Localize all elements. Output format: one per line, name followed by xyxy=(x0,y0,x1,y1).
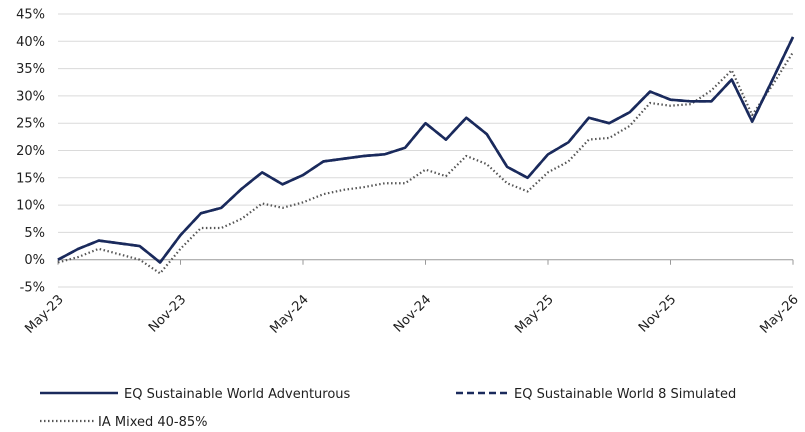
legend-label-simulated: EQ Sustainable World 8 Simulated xyxy=(514,387,736,402)
y-tick-label: 5% xyxy=(24,226,45,241)
y-axis: -5% 0% 5% 10% 15% 20% 25% 30% 35% 40% 45% xyxy=(16,8,45,296)
x-tick-label: May-23 xyxy=(22,292,66,336)
series-line-dotted xyxy=(57,51,794,275)
y-tick-label: 45% xyxy=(16,8,45,23)
legend-item-simulated: EQ Sustainable World 8 Simulated xyxy=(456,387,736,402)
x-tick-label: Nov-23 xyxy=(146,292,189,335)
y-tick-label: -5% xyxy=(20,281,45,296)
y-tick-label: 35% xyxy=(16,62,45,77)
x-tick-label: May-24 xyxy=(267,292,311,336)
x-tick-label: May-25 xyxy=(512,292,556,336)
y-tick-label: 15% xyxy=(16,171,45,186)
y-tick-label: 20% xyxy=(16,144,45,159)
y-tick-label: 0% xyxy=(24,253,45,268)
gridlines xyxy=(58,13,793,288)
y-tick-label: 10% xyxy=(16,199,45,214)
legend-item-ia-mixed: IA Mixed 40-85% xyxy=(40,415,208,430)
series-line-solid xyxy=(57,36,795,264)
legend-label-ia-mixed: IA Mixed 40-85% xyxy=(98,415,208,430)
x-axis: May-23 Nov-23 May-24 Nov-24 May-25 Nov-25 May-… xyxy=(22,259,802,337)
x-tick-label: Nov-25 xyxy=(636,292,679,335)
legend-item-adventurous: EQ Sustainable World Adventurous xyxy=(40,387,351,402)
x-tick-label: Nov-24 xyxy=(391,292,434,335)
y-tick-label: 25% xyxy=(16,117,45,132)
legend: EQ Sustainable World Adventurous EQ Sust… xyxy=(40,387,736,430)
y-tick-label: 40% xyxy=(16,35,45,50)
series-lines xyxy=(57,36,795,275)
legend-label-adventurous: EQ Sustainable World Adventurous xyxy=(124,387,351,402)
x-tick-label: May-26 xyxy=(757,292,801,336)
y-tick-label: 30% xyxy=(16,89,45,104)
series-line-dashed xyxy=(57,36,795,264)
